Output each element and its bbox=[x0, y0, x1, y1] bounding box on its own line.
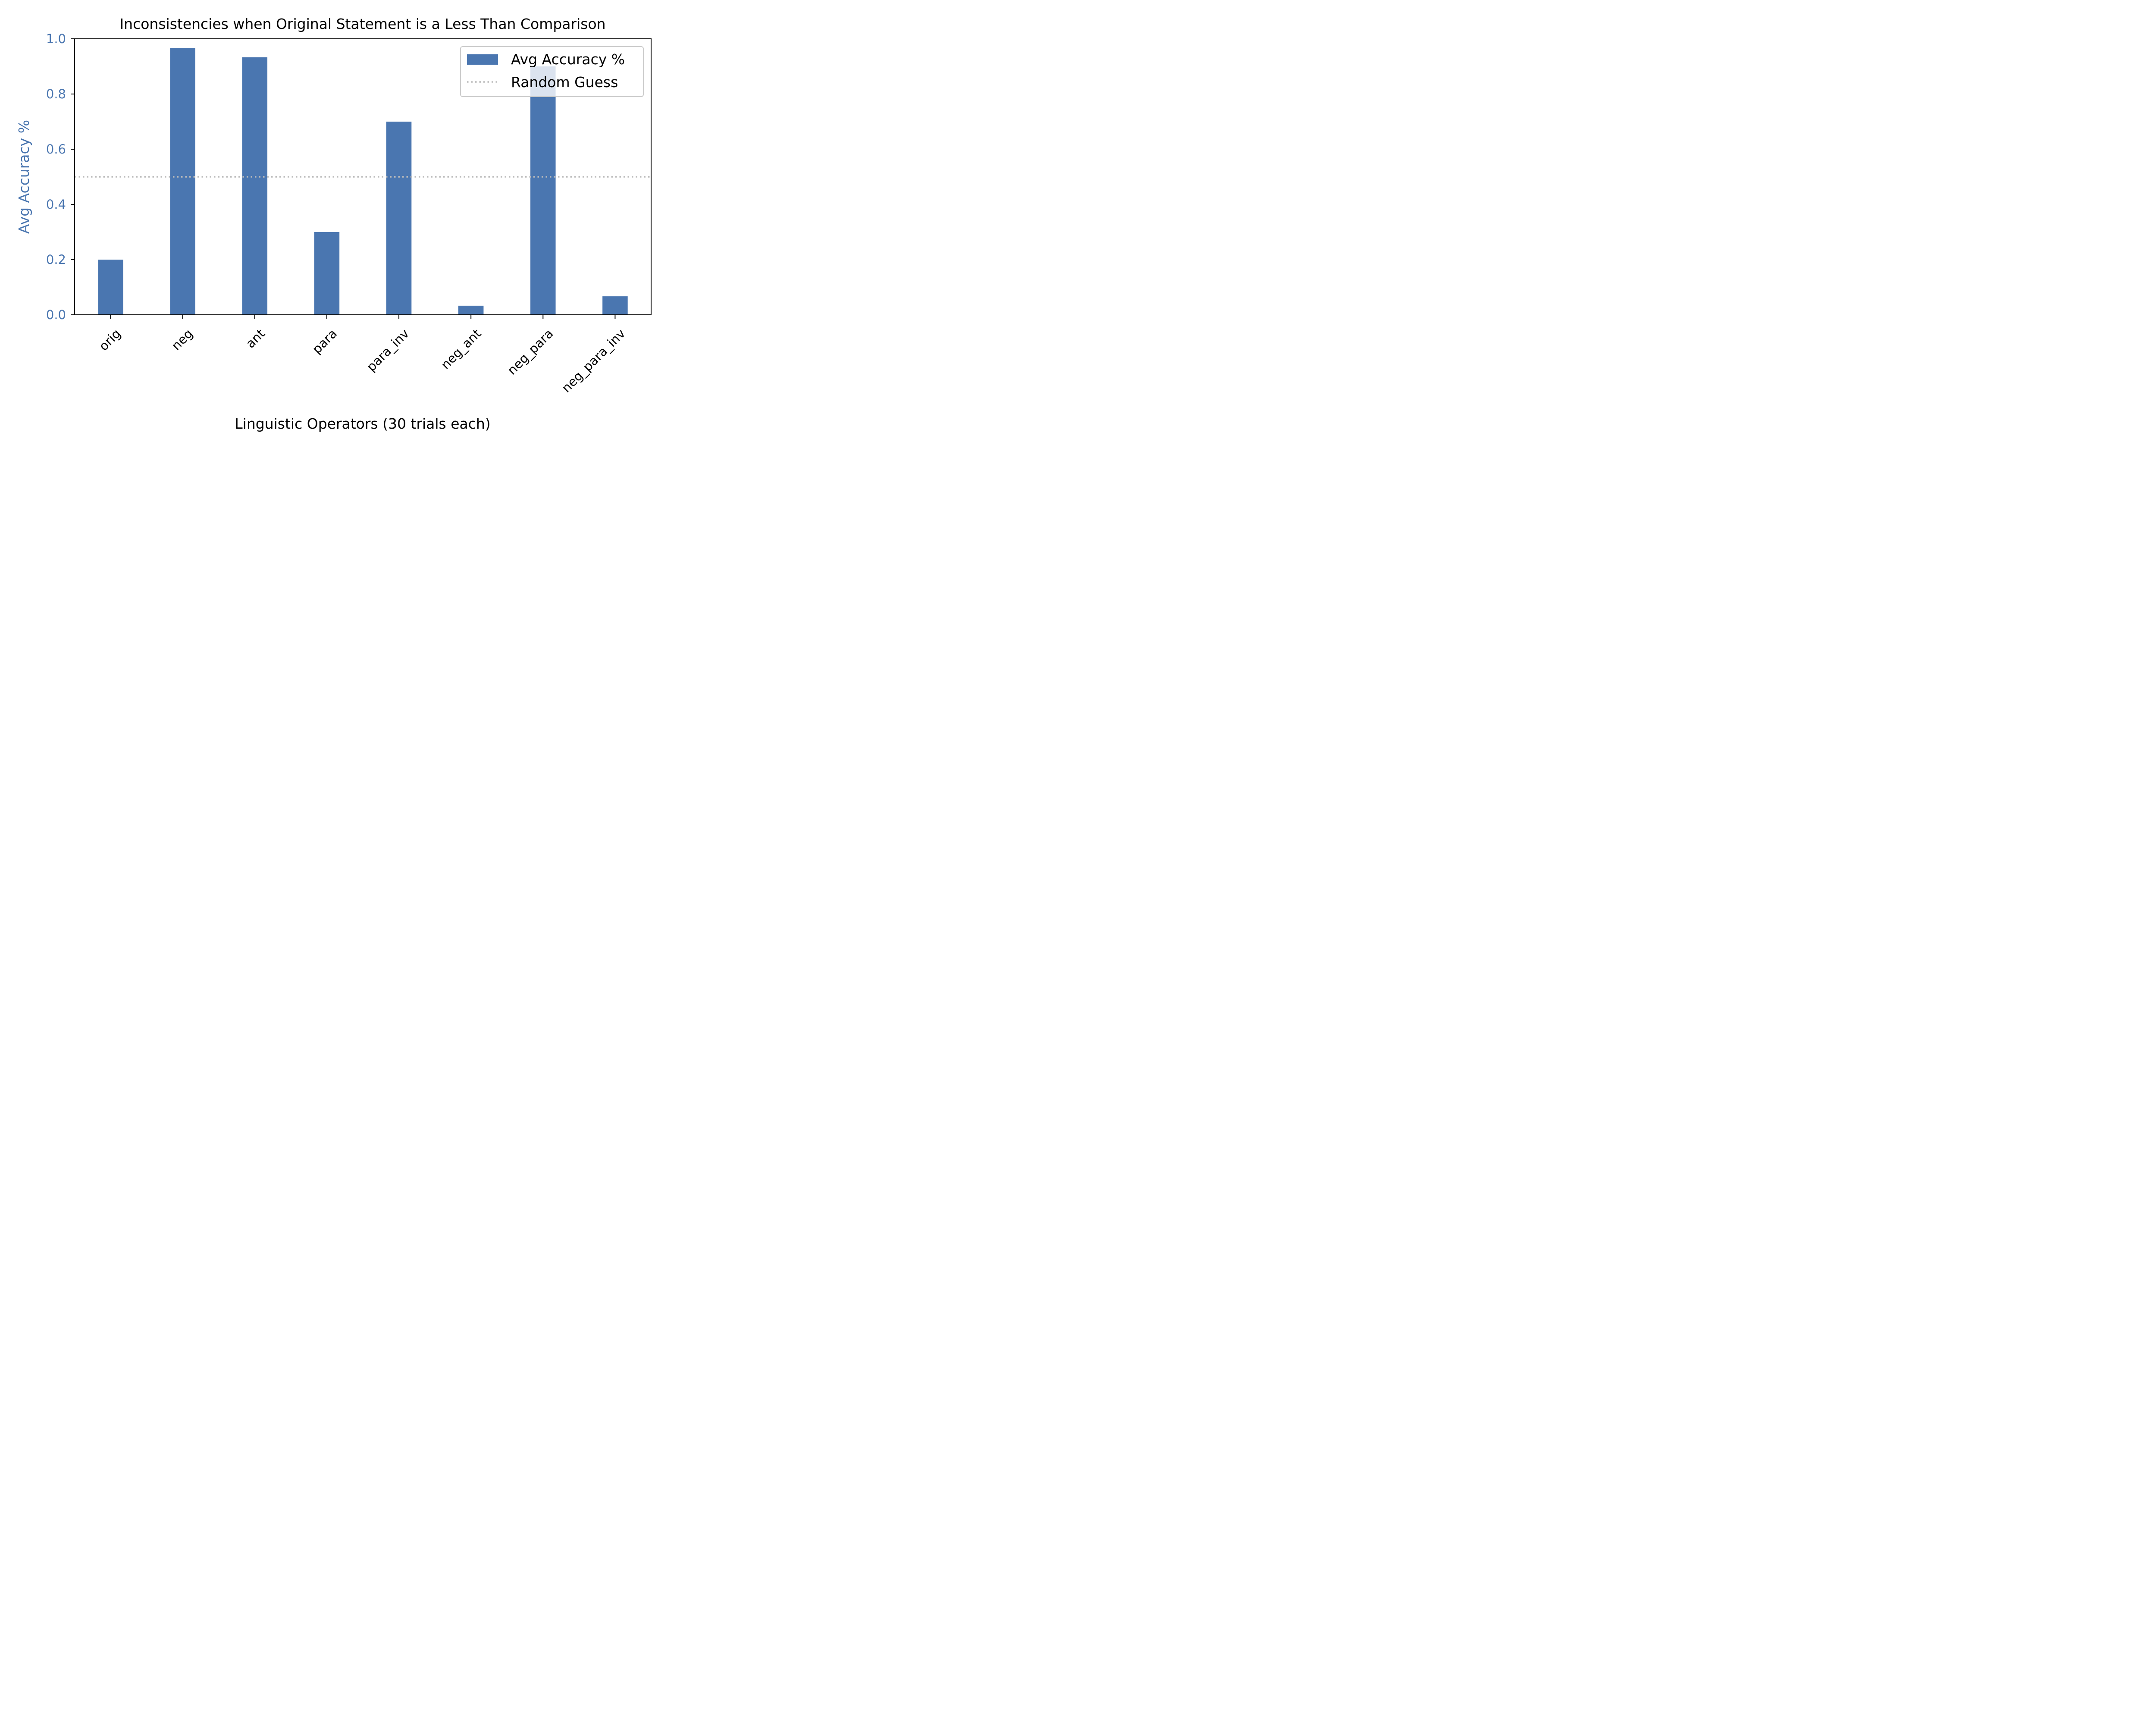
bar-ant bbox=[242, 57, 268, 315]
legend-label-random-guess: Random Guess bbox=[511, 74, 618, 91]
bar-para_inv bbox=[386, 122, 412, 315]
y-tick-label: 1.0 bbox=[46, 31, 66, 46]
y-tick-label: 0.0 bbox=[46, 307, 66, 322]
bar-neg bbox=[170, 48, 195, 315]
bar-orig bbox=[98, 260, 123, 315]
x-tick-label-neg_para: neg_para bbox=[505, 326, 556, 378]
x-tick-label-neg: neg bbox=[169, 326, 196, 353]
legend-label-avg-accuracy: Avg Accuracy % bbox=[511, 51, 625, 68]
bars-layer bbox=[98, 48, 628, 315]
x-tick-label-neg_para_inv: neg_para_inv bbox=[559, 326, 628, 395]
y-axis-label: Avg Accuracy % bbox=[16, 120, 32, 234]
y-axis-ticks: 0.0 0.2 0.4 0.6 0.8 1.0 bbox=[46, 31, 75, 322]
legend: Avg Accuracy % Random Guess bbox=[460, 46, 644, 97]
x-tick-label-para_inv: para_inv bbox=[364, 326, 412, 374]
bar-para bbox=[314, 232, 340, 315]
legend-box bbox=[460, 46, 644, 97]
y-tick-label: 0.2 bbox=[46, 252, 66, 267]
x-tick-label-ant: ant bbox=[243, 326, 268, 351]
y-tick-label: 0.8 bbox=[46, 87, 66, 101]
bar-neg_para bbox=[530, 66, 556, 315]
bar-neg_ant bbox=[458, 305, 484, 315]
bar-neg_para_inv bbox=[602, 296, 628, 315]
plot-frame bbox=[74, 38, 652, 315]
x-axis-ticks: orig neg ant para para_inv neg_ant neg_para neg… bbox=[96, 315, 628, 395]
x-axis-label: Linguistic Operators (30 trials each) bbox=[235, 415, 490, 432]
legend-swatch-avg-accuracy bbox=[467, 54, 498, 65]
x-tick-label-neg_ant: neg_ant bbox=[438, 326, 484, 372]
bar-chart: Inconsistencies when Original Statement … bbox=[16, 16, 652, 432]
y-tick-label: 0.6 bbox=[46, 142, 66, 157]
x-tick-label-orig: orig bbox=[96, 326, 124, 354]
x-tick-label-para: para bbox=[310, 326, 340, 357]
chart-title: Inconsistencies when Original Statement … bbox=[119, 16, 605, 32]
y-tick-label: 0.4 bbox=[46, 197, 66, 212]
